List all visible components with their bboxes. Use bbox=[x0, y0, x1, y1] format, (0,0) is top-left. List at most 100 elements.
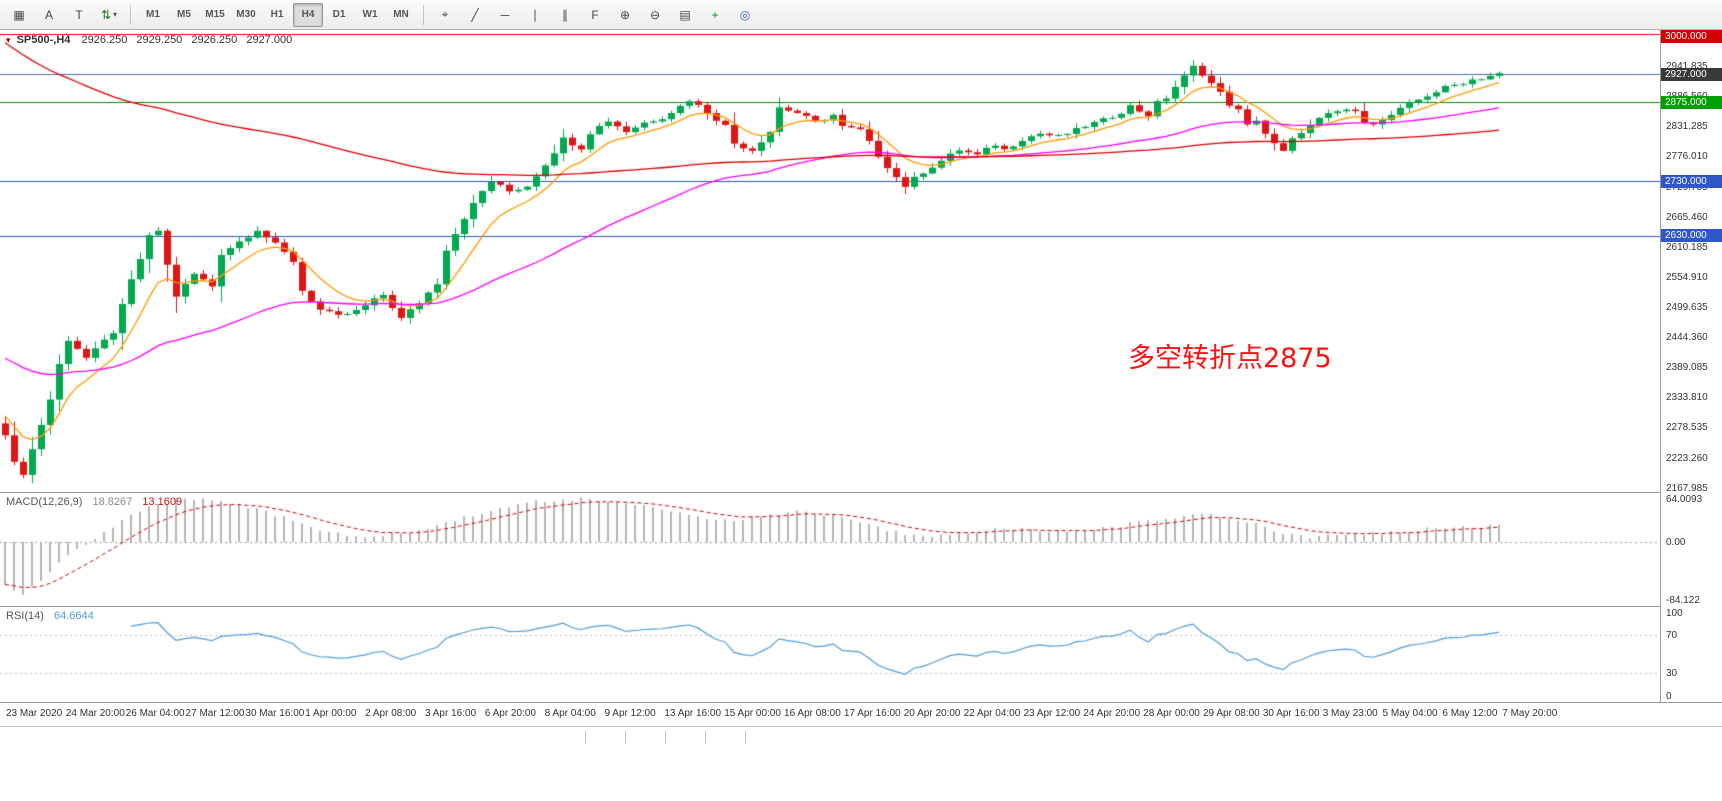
time-axis-label: 27 Mar 12:00 bbox=[185, 708, 245, 719]
price-level-badge: 3000.000 bbox=[1661, 30, 1722, 43]
time-axis-label: 28 Apr 00:00 bbox=[1143, 708, 1200, 719]
bottom-tab-separator bbox=[745, 731, 746, 743]
timeframe-button-mn[interactable]: MN bbox=[393, 9, 409, 20]
ohlc-high: 2929.250 bbox=[136, 34, 183, 46]
toolbar-left-group: ▦ A T ⇅ ▾ bbox=[5, 3, 123, 27]
time-axis-label: 30 Mar 16:00 bbox=[245, 708, 305, 719]
bottom-tab-separator bbox=[705, 731, 706, 743]
symbol-dropdown-icon[interactable]: ▾ bbox=[6, 35, 11, 45]
time-axis-label: 22 Apr 04:00 bbox=[963, 708, 1021, 719]
zoom-out-button[interactable]: ⊖ bbox=[649, 7, 661, 22]
text-label-button[interactable]: T bbox=[75, 7, 83, 22]
rsi-value: 64.6644 bbox=[53, 610, 94, 622]
rsi-panel-canvas[interactable] bbox=[0, 606, 1660, 702]
time-axis-label: 2 Apr 08:00 bbox=[365, 708, 417, 719]
new-chart-button[interactable]: + bbox=[711, 7, 719, 22]
time-axis-label: 24 Mar 20:00 bbox=[65, 708, 125, 719]
panel-separator[interactable] bbox=[0, 606, 1722, 607]
timeframe-button-m1[interactable]: M1 bbox=[146, 9, 160, 20]
chart-title: ▾ SP500-,H4 2926.250 2929.250 2926.250 2… bbox=[6, 34, 298, 46]
bottom-tab-separator bbox=[665, 731, 666, 743]
time-axis-label: 26 Mar 04:00 bbox=[125, 708, 185, 719]
time-axis-label: 9 Apr 12:00 bbox=[604, 708, 656, 719]
rsi-label: RSI(14) 64.6644 bbox=[6, 610, 94, 622]
time-axis-label: 17 Apr 16:00 bbox=[843, 708, 901, 719]
ohlc-open: 2926.250 bbox=[81, 34, 128, 46]
rsi-axis-tick: 30 bbox=[1666, 668, 1678, 680]
price-axis-tick: 2333.810 bbox=[1666, 392, 1708, 404]
time-axis-label: 13 Apr 16:00 bbox=[664, 708, 722, 719]
horizontal-line-tool-button[interactable]: ─ bbox=[500, 7, 510, 22]
time-axis-label: 23 Apr 12:00 bbox=[1023, 708, 1081, 719]
panel-separator[interactable] bbox=[0, 492, 1722, 493]
time-axis-label: 7 May 20:00 bbox=[1502, 708, 1558, 719]
timeframe-button-m15[interactable]: M15 bbox=[205, 9, 225, 20]
timeframe-button-h4[interactable]: H4 bbox=[293, 2, 323, 27]
time-axis-label: 1 Apr 00:00 bbox=[305, 708, 357, 719]
price-axis-tick: 2610.185 bbox=[1666, 241, 1708, 253]
time-axis-label: 15 Apr 00:00 bbox=[724, 708, 781, 719]
macd-label: MACD(12,26,9) 18.8267 13.1609 bbox=[6, 496, 182, 508]
price-level-badge: 2630.000 bbox=[1661, 229, 1722, 243]
time-axis-label: 6 May 12:00 bbox=[1442, 708, 1498, 719]
trendline-tool-button[interactable]: ╱ bbox=[471, 7, 479, 22]
price-axis-tick: 2167.985 bbox=[1666, 482, 1708, 494]
price-axis-tick: 2499.635 bbox=[1666, 301, 1708, 313]
toolbar-right-group: ⌖ ╱ ─ ∣ ∥ F ⊕ ⊖ ▤ + ◎ bbox=[431, 3, 759, 27]
channel-tool-button[interactable]: ∥ bbox=[562, 7, 568, 22]
timeframe-button-m30[interactable]: M30 bbox=[236, 9, 256, 20]
timeframe-button-d1[interactable]: D1 bbox=[332, 9, 346, 20]
fibonacci-tool-button[interactable]: F bbox=[591, 7, 599, 22]
price-axis-tick: 2554.910 bbox=[1666, 271, 1708, 283]
macd-name: MACD(12,26,9) bbox=[6, 496, 83, 508]
timeframe-group: M1 M5 M15 M30 H1 H4 D1 W1 MN bbox=[138, 2, 416, 27]
price-scale[interactable]: 2941.8352886.5602831.2852776.0102720.735… bbox=[1660, 30, 1722, 702]
time-axis-label: 6 Apr 20:00 bbox=[484, 708, 536, 719]
timeframe-button-h1[interactable]: H1 bbox=[270, 9, 284, 20]
zoom-in-button[interactable]: ⊕ bbox=[619, 7, 631, 22]
time-axis[interactable]: 23 Mar 2020 24 Mar 20:00 26 Mar 04:00 27 Ma… bbox=[0, 702, 1722, 726]
ohlc-low: 2926.250 bbox=[191, 34, 238, 46]
toolbar-separator bbox=[423, 4, 424, 25]
macd-axis-tick: 0.00 bbox=[1666, 536, 1686, 548]
time-axis-label: 3 May 23:00 bbox=[1322, 708, 1378, 719]
vertical-line-tool-button[interactable]: ∣ bbox=[532, 7, 538, 22]
chevron-down-icon: ▾ bbox=[113, 10, 118, 19]
macd-signal-value: 13.1609 bbox=[142, 496, 183, 508]
macd-panel-canvas[interactable] bbox=[0, 492, 1660, 606]
crosshair-tool-button[interactable]: ⌖ bbox=[441, 7, 449, 21]
timeframe-button-w1[interactable]: W1 bbox=[362, 9, 378, 20]
rsi-axis-tick: 0 bbox=[1666, 691, 1672, 702]
price-axis-tick: 2941.835 bbox=[1666, 61, 1708, 73]
macd-axis-tick: -84.122 bbox=[1666, 595, 1700, 606]
new-order-button[interactable]: ⇅ ▾ bbox=[100, 7, 118, 22]
toolbar-separator bbox=[130, 4, 131, 25]
price-chart-canvas[interactable] bbox=[0, 30, 1660, 492]
toolbar: ▦ A T ⇅ ▾ M1 M5 M15 M30 H1 H4 D1 W1 MN ⌖ ╱ ─ ∣ ∥ F ⊕ ⊖ ▤ + ◎ bbox=[0, 0, 1722, 30]
ohlc-close: 2927.000 bbox=[246, 34, 293, 46]
cursor-mode-button[interactable]: A bbox=[44, 7, 53, 22]
price-axis-tick: 2223.260 bbox=[1666, 452, 1708, 464]
data-window-button[interactable]: ◎ bbox=[739, 7, 751, 22]
rsi-axis-tick: 70 bbox=[1666, 629, 1678, 641]
symbol-period-label: SP500-,H4 bbox=[16, 34, 71, 46]
price-level-badge: 2730.000 bbox=[1661, 174, 1722, 188]
price-axis-tick: 2776.010 bbox=[1666, 151, 1708, 163]
chart-grid-button[interactable]: ▦ bbox=[13, 7, 25, 22]
time-axis-label: 29 Apr 08:00 bbox=[1203, 708, 1260, 719]
price-axis-tick: 2389.085 bbox=[1666, 362, 1708, 374]
timeframe-button-m5[interactable]: M5 bbox=[177, 9, 191, 20]
bottom-tab-bar[interactable] bbox=[0, 726, 1722, 801]
rsi-axis-tick: 100 bbox=[1666, 608, 1683, 619]
time-axis-label: 20 Apr 20:00 bbox=[903, 708, 961, 719]
tile-windows-button[interactable]: ▤ bbox=[679, 7, 691, 22]
macd-axis-tick: 64.0093 bbox=[1666, 494, 1703, 505]
bottom-tab-separator bbox=[585, 731, 586, 743]
time-axis-label: 23 Mar 2020 bbox=[6, 708, 63, 719]
price-axis-tick: 2444.360 bbox=[1666, 332, 1708, 344]
time-axis-label: 3 Apr 16:00 bbox=[424, 708, 477, 719]
chart-text-annotation[interactable]: 多空转折点2875 bbox=[1128, 343, 1332, 374]
time-axis-label: 24 Apr 20:00 bbox=[1083, 708, 1141, 719]
price-level-badge: 2927.000 bbox=[1661, 67, 1722, 81]
